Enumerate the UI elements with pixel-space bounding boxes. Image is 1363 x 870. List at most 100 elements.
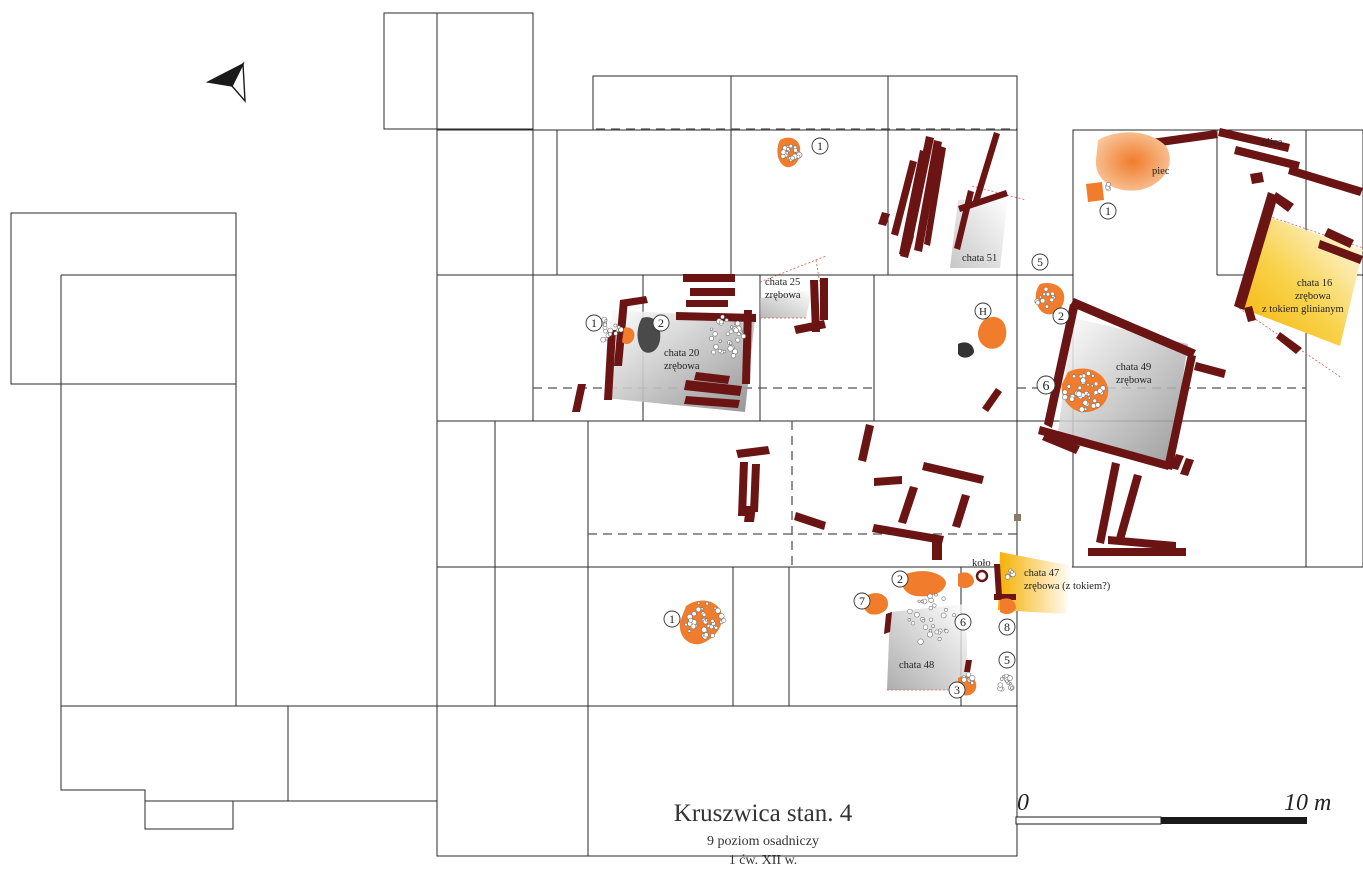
stone [728, 329, 734, 334]
stone [917, 638, 924, 645]
feature-labels: ulica piec chata 51 chata 25 zrębowa cha… [664, 137, 1344, 671]
stone [713, 606, 717, 610]
stone [1093, 381, 1099, 387]
north-arrow-icon [205, 61, 246, 104]
stone [910, 621, 916, 626]
stone [907, 608, 913, 615]
stone [1062, 394, 1068, 400]
plan-date: 1 ćw. XII w. [729, 853, 798, 868]
stone [613, 331, 618, 336]
stone [1002, 674, 1006, 678]
stone [1106, 182, 1111, 187]
stone [1090, 403, 1097, 409]
stone [604, 319, 608, 323]
stone [600, 336, 607, 343]
svg-text:1: 1 [591, 316, 597, 330]
svg-text:1: 1 [817, 139, 823, 153]
stone [613, 323, 618, 328]
stone [796, 154, 801, 159]
stone [718, 339, 722, 343]
stone [790, 155, 795, 161]
stone [720, 314, 725, 320]
stone [703, 632, 709, 638]
svg-text:2: 2 [897, 572, 903, 586]
stone [740, 333, 746, 339]
stone [944, 607, 948, 612]
stone [724, 318, 729, 323]
svg-text:8: 8 [1004, 620, 1010, 634]
feature-number-1-top: 1 [811, 137, 829, 155]
plan-level: 9 poziom osadniczy [707, 834, 819, 849]
label-chata16-name: chata 16 [1297, 278, 1332, 289]
feature-number-6-right: 6 [1036, 375, 1056, 395]
stone [735, 337, 741, 343]
scale-end-label: 10 m [1284, 790, 1331, 816]
stone [1077, 385, 1082, 391]
stone [730, 353, 736, 359]
feature-number-1-low: 1 [663, 610, 681, 628]
feature-number-2-right: 2 [1052, 307, 1070, 325]
stone [710, 633, 715, 638]
stone [1082, 399, 1089, 406]
label-chata51: chata 51 [962, 253, 997, 264]
stone [934, 593, 938, 597]
stone [736, 331, 741, 336]
stone-scatters [598, 144, 1111, 692]
svg-text:H: H [979, 306, 987, 318]
stone [608, 332, 613, 337]
label-chata25-name: chata 25 [765, 277, 800, 288]
stone [1042, 292, 1046, 297]
stone [907, 618, 911, 622]
stone [934, 629, 940, 635]
label-chata20-name: chata 20 [664, 348, 699, 359]
stone [940, 612, 947, 619]
stone [708, 335, 714, 341]
stone [1090, 384, 1094, 388]
svg-text:5: 5 [1004, 653, 1010, 667]
stone [728, 341, 733, 345]
stone [709, 327, 714, 331]
stone [928, 628, 933, 633]
stone [691, 611, 697, 617]
stone [926, 631, 933, 638]
stone [711, 349, 716, 355]
stone [1040, 298, 1046, 304]
stone [687, 629, 692, 633]
stone [1004, 574, 1011, 580]
feature-numbers: 1 1 5 2 6 H 1 2 1 2 7 6 8 5 3 [585, 137, 1117, 699]
stone [1092, 398, 1097, 403]
stone [1087, 396, 1091, 400]
stone [1080, 377, 1087, 384]
feature-number-2-chata48: 2 [891, 570, 909, 588]
stone [920, 599, 924, 604]
stone [914, 611, 920, 618]
stone [1043, 286, 1049, 292]
stone [710, 618, 715, 623]
svg-text:2: 2 [658, 316, 664, 330]
label-chata49-type: zrębowa [1116, 375, 1152, 386]
svg-text:5: 5 [1037, 255, 1043, 269]
stone [701, 626, 708, 633]
stone [714, 607, 721, 614]
svg-text:7: 7 [859, 594, 865, 608]
stone [927, 593, 933, 599]
stone [921, 618, 925, 623]
stone [705, 601, 709, 606]
stone [700, 607, 704, 611]
stone [704, 618, 708, 622]
feature-number-5-chata48: 5 [998, 651, 1016, 669]
stone [997, 682, 1003, 688]
label-chata47-name: chata 47 [1024, 568, 1059, 579]
plan-title: Kruszwica stan. 4 [674, 800, 853, 827]
stone [1050, 291, 1055, 296]
stone [922, 624, 929, 630]
stone [712, 331, 718, 337]
stone [709, 624, 714, 630]
stone [1095, 402, 1101, 408]
stone [718, 319, 724, 325]
scale-bar: 0 10 m [1015, 790, 1331, 825]
label-chata48: chata 48 [899, 660, 934, 671]
stone [604, 337, 609, 341]
scale-start-label: 0 [1017, 790, 1029, 816]
